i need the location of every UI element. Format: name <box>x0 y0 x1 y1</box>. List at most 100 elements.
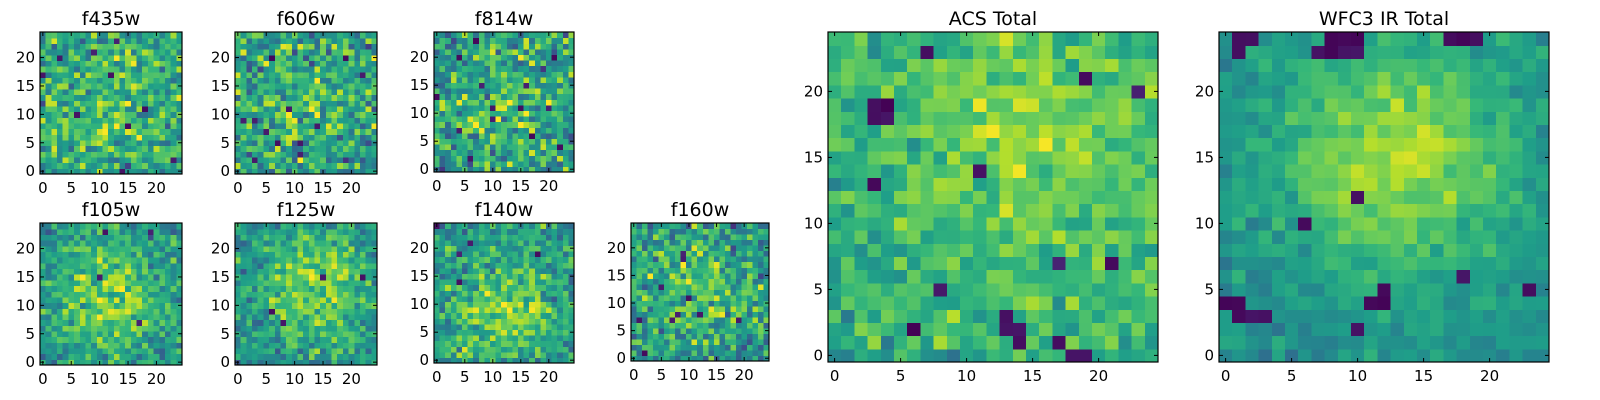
heatmap-cell <box>91 319 98 326</box>
heatmap-cell <box>473 60 480 67</box>
heatmap-cell <box>159 325 166 332</box>
heatmap-cell <box>153 122 160 130</box>
heatmap-cell <box>331 336 338 343</box>
heatmap-cell <box>257 88 264 96</box>
heatmap-cell <box>62 262 69 270</box>
heatmap-cell <box>763 305 770 312</box>
heatmap-cell <box>269 32 276 39</box>
heatmap-cell <box>999 282 1014 297</box>
heatmap-cell <box>365 71 372 79</box>
heatmap-cell <box>724 333 731 340</box>
heatmap-cell <box>113 156 121 164</box>
heatmap-cell <box>74 268 81 275</box>
heatmap-cell <box>506 251 513 258</box>
heatmap-cell <box>342 274 350 281</box>
heatmap-cell <box>359 347 367 355</box>
heatmap-cell <box>434 284 441 291</box>
heatmap-cell <box>724 234 731 241</box>
heatmap-cell <box>973 230 987 244</box>
heatmap-cell <box>96 234 104 241</box>
heatmap-cell <box>713 234 720 241</box>
heatmap-cell <box>702 272 709 279</box>
heatmap-cell <box>91 251 98 258</box>
heatmap-cell <box>946 164 961 178</box>
heatmap-cell <box>551 110 558 117</box>
heatmap-cell <box>303 257 310 264</box>
heatmap-cell <box>337 60 344 67</box>
heatmap-cell <box>462 138 469 145</box>
heatmap-cell <box>325 257 333 264</box>
heatmap-cell <box>735 300 742 307</box>
heatmap-cell <box>246 66 253 73</box>
heatmap-cell <box>675 322 682 329</box>
heatmap-cell <box>57 71 64 79</box>
heatmap-cell <box>529 149 536 156</box>
heatmap-cell <box>320 279 327 287</box>
heatmap-cell <box>40 77 47 84</box>
heatmap-cell <box>757 245 765 252</box>
heatmap-cell <box>331 151 338 158</box>
heatmap-cell <box>960 296 974 310</box>
heatmap-cell <box>354 223 361 230</box>
heatmap-cell <box>246 302 253 309</box>
heatmap-cell <box>354 262 361 270</box>
heatmap-cell <box>529 295 536 302</box>
heatmap-cell <box>263 134 270 141</box>
heatmap-cell <box>164 105 172 113</box>
heatmap-cell <box>136 342 143 349</box>
heatmap-cell <box>854 322 869 337</box>
heatmap-cell <box>96 347 104 355</box>
heatmap-cell <box>62 54 69 61</box>
heatmap-cell <box>359 268 367 275</box>
heatmap-cell <box>153 105 160 113</box>
heatmap-cell <box>439 110 446 117</box>
heatmap-cell <box>153 139 160 147</box>
heatmap-cell <box>568 234 575 241</box>
heatmap-cell <box>263 60 270 67</box>
heatmap-cell <box>308 336 316 343</box>
heatmap-cell <box>286 145 293 152</box>
heatmap-cell <box>473 262 480 269</box>
heatmap-cell <box>45 71 52 79</box>
heatmap-cell <box>176 353 183 360</box>
heatmap-cell <box>291 43 299 50</box>
heatmap-cell <box>495 37 502 44</box>
heatmap-cell <box>142 228 149 235</box>
heatmap-cell <box>484 251 491 258</box>
heatmap-cell <box>484 290 491 297</box>
heatmap-cell <box>164 245 172 252</box>
heatmap-cell <box>85 88 92 96</box>
heatmap-cell <box>320 60 327 67</box>
heatmap-cell <box>434 346 441 353</box>
heatmap-cell <box>445 267 452 274</box>
heatmap-cell <box>518 245 525 252</box>
heatmap-cell <box>85 71 92 79</box>
heatmap-cell <box>314 223 321 230</box>
heatmap-cell <box>495 54 502 61</box>
heatmap-cell <box>473 82 480 89</box>
heatmap-cell <box>125 313 132 321</box>
heatmap-cell <box>557 228 564 235</box>
heatmap-cell <box>478 32 485 39</box>
heatmap-cell <box>286 117 293 124</box>
heatmap-cell <box>757 289 765 296</box>
heatmap-cell <box>434 127 441 134</box>
heatmap-cell <box>51 359 58 366</box>
heatmap-cell <box>562 82 569 89</box>
heatmap-cell <box>159 100 166 107</box>
heatmap-cell <box>445 290 452 297</box>
heatmap-cell <box>68 60 75 67</box>
heatmap-cell <box>557 301 564 308</box>
heatmap-cell <box>512 71 519 78</box>
heatmap-cell <box>108 49 115 56</box>
heatmap-cell <box>1012 282 1027 297</box>
heatmap-cell <box>297 156 304 164</box>
y-tick-label: 5 <box>616 322 626 340</box>
heatmap-cell <box>136 88 143 96</box>
heatmap-cell <box>495 245 502 252</box>
heatmap-cell <box>478 295 485 302</box>
heatmap-cell <box>325 223 333 230</box>
heatmap-cell <box>691 245 698 252</box>
heatmap-cell <box>467 256 474 263</box>
heatmap-cell <box>506 329 513 336</box>
